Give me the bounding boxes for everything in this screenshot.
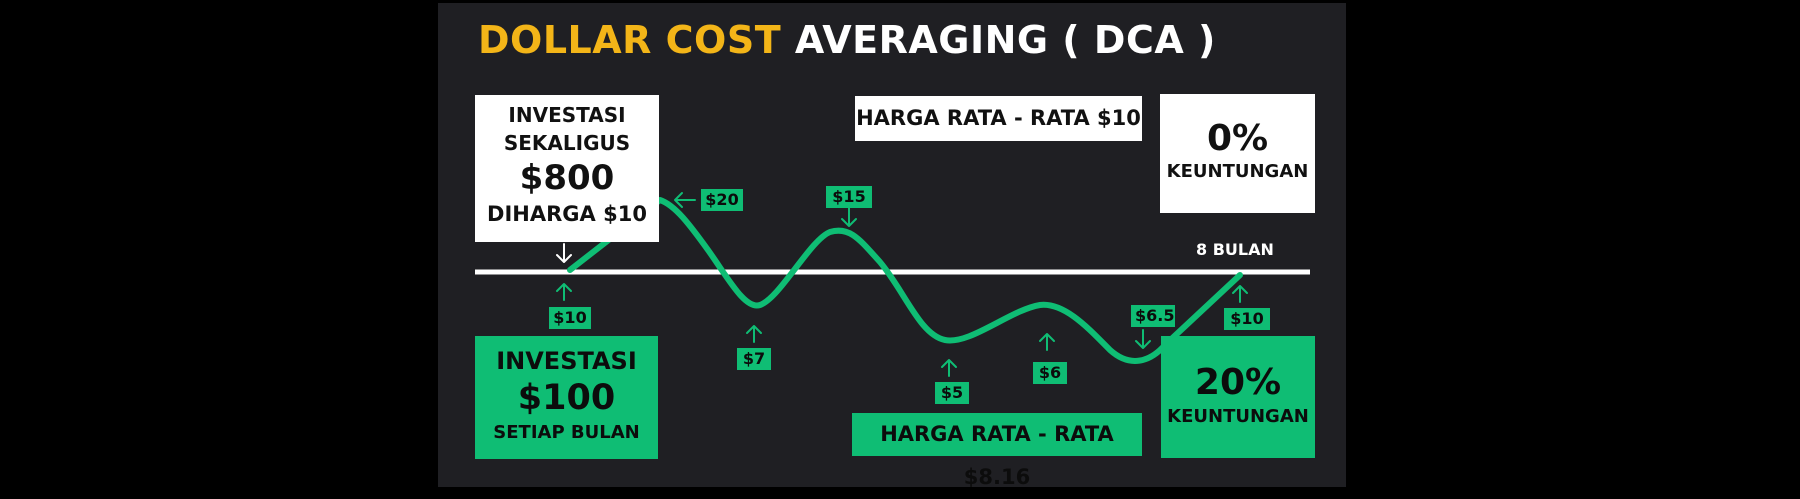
price-tag: $7	[737, 348, 771, 370]
profit-dca-box: 20% KEUNTUNGAN	[1161, 336, 1315, 458]
price-tag: $20	[701, 189, 743, 211]
average-price-bottom: HARGA RATA - RATA $8.16	[852, 413, 1142, 489]
dca-box: INVESTASI $100 SETIAP BULAN	[475, 336, 658, 459]
price-chart	[475, 192, 1310, 377]
duration-label: 8 BULAN	[1196, 240, 1274, 259]
profit-dca-percent: 20%	[1194, 362, 1282, 403]
average-price-top: HARGA RATA - RATA $10	[855, 96, 1142, 141]
dca-line3: SETIAP BULAN	[493, 422, 640, 443]
up-arrow-icon	[556, 283, 572, 301]
page-title: DOLLAR COST AVERAGING ( DCA )	[478, 18, 1216, 62]
lump-amount: $800	[519, 158, 615, 198]
up-arrow-icon	[1039, 333, 1055, 351]
dca-line1: INVESTASI	[496, 347, 637, 375]
lump-line1: INVESTASI	[508, 103, 626, 127]
down-arrow-icon	[1135, 329, 1151, 349]
lump-price: DIHARGA $10	[487, 202, 647, 226]
lump-sum-box: INVESTASI SEKALIGUS $800 DIHARGA $10	[475, 95, 659, 242]
up-arrow-icon	[746, 325, 762, 343]
down-arrow-icon	[556, 243, 572, 263]
price-tag: $6.5	[1131, 305, 1175, 327]
down-arrow-icon	[841, 207, 857, 227]
price-tag: $10	[1224, 308, 1270, 330]
price-line	[567, 197, 1243, 364]
title-accent: DOLLAR COST	[478, 18, 782, 62]
profit-lump-box: 0% KEUNTUNGAN	[1160, 94, 1315, 213]
lump-line2: SEKALIGUS	[503, 131, 631, 155]
profit-lump-label: KEUNTUNGAN	[1166, 161, 1309, 182]
price-tag: $15	[826, 186, 872, 208]
dca-amount: $100	[517, 378, 616, 418]
profit-lump-percent: 0%	[1206, 118, 1269, 159]
left-arrow-icon	[674, 192, 696, 208]
profit-dca-label: KEUNTUNGAN	[1167, 406, 1309, 427]
price-tag: $10	[549, 307, 591, 329]
up-arrow-icon	[1232, 285, 1248, 303]
title-main: AVERAGING ( DCA )	[794, 18, 1216, 62]
up-arrow-icon	[941, 359, 957, 377]
price-tag: $5	[935, 382, 969, 404]
price-tag: $6	[1033, 362, 1067, 384]
